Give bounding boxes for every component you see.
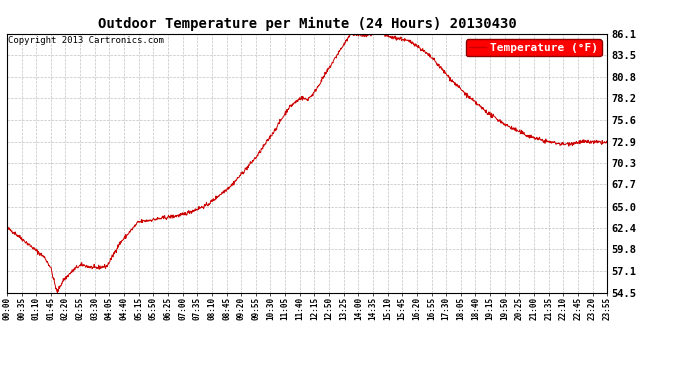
Legend: Temperature (°F): Temperature (°F) <box>466 39 602 56</box>
Title: Outdoor Temperature per Minute (24 Hours) 20130430: Outdoor Temperature per Minute (24 Hours… <box>98 17 516 31</box>
Text: Copyright 2013 Cartronics.com: Copyright 2013 Cartronics.com <box>8 36 164 45</box>
